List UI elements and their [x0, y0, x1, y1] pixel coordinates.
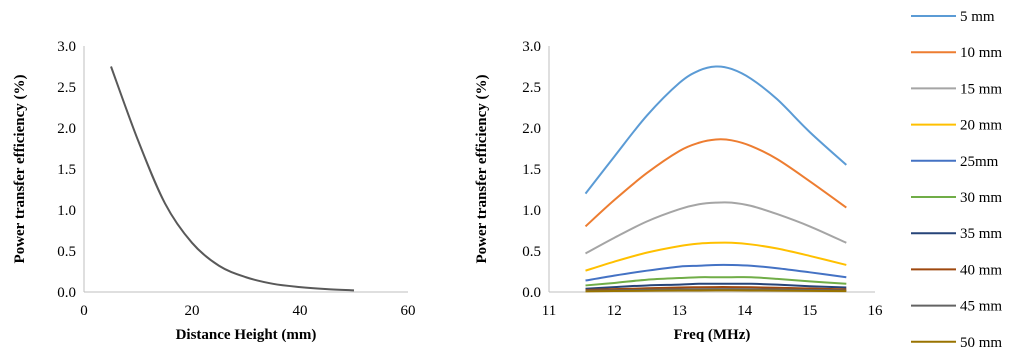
legend-item: 30 mm	[911, 190, 1002, 206]
series-line-7	[585, 282, 847, 290]
series-line-10	[585, 289, 847, 293]
y-tick-label: 0.5	[57, 244, 76, 260]
legend-item: 45 mm	[911, 299, 1002, 315]
legend-item: 25mm	[911, 154, 999, 170]
x-tick-label: 16	[868, 303, 884, 319]
y-tick-label: 1.0	[522, 203, 541, 219]
legend-item: 20 mm	[911, 118, 1002, 134]
y-axis-title: Power transfer efficiency (%)	[474, 75, 490, 264]
legend-item: 40 mm	[911, 262, 1002, 278]
legend-label: 5 mm	[960, 9, 995, 25]
series-line-2	[584, 138, 847, 228]
x-tick-label: 15	[802, 303, 817, 319]
series-line-4	[585, 241, 847, 272]
legend-item: 35 mm	[911, 226, 1002, 242]
y-tick-label: 1.5	[57, 162, 76, 178]
series-line-5	[585, 263, 847, 282]
legend: 5 mm 10 mm 15 mm 20 mm 25mm 30 mm 35 mm 40 mm 45…	[911, 9, 1002, 351]
y-tick-label: 2.5	[522, 80, 541, 96]
legend-label: 30 mm	[960, 190, 1002, 206]
x-tick-label: 14	[737, 303, 753, 319]
legend-label: 50 mm	[960, 335, 1002, 351]
distance-efficiency-chart: 0.0 0.5 1.0 1.5 2.0 2.5 3.0 0 20 40 60 Distance Hei…	[12, 39, 416, 343]
y-tick-label: 2.0	[522, 121, 541, 137]
legend-label: 15 mm	[960, 81, 1002, 97]
frequency-efficiency-chart: 0.0 0.5 1.0 1.5 2.0 2.5 3.0 11 12 13 14 15 16 Freq (M…	[474, 39, 883, 343]
x-tick-label: 13	[672, 303, 687, 319]
series-line-distance	[110, 66, 355, 292]
y-tick-label: 3.0	[522, 39, 541, 55]
series-line-8	[585, 286, 847, 291]
y-tick-label: 3.0	[57, 39, 76, 55]
legend-label: 40 mm	[960, 262, 1002, 278]
y-axis-title: Power transfer efficiency (%)	[12, 75, 28, 264]
y-tick-label: 0.0	[57, 285, 76, 301]
legend-item: 5 mm	[911, 9, 995, 25]
y-tick-label: 1.5	[522, 162, 541, 178]
x-tick-label: 40	[293, 303, 308, 319]
series-line-3	[585, 201, 847, 255]
y-tick-label: 0.0	[522, 285, 541, 301]
y-tick-label: 2.5	[57, 80, 76, 96]
x-axis-title: Distance Height (mm)	[176, 327, 317, 343]
x-tick-label: 11	[542, 303, 556, 319]
legend-label: 35 mm	[960, 226, 1002, 242]
legend-label: 45 mm	[960, 299, 1002, 315]
legend-label: 20 mm	[960, 118, 1002, 134]
series-line-1	[584, 65, 847, 195]
legend-label: 25mm	[960, 154, 999, 170]
y-tick-label: 2.0	[57, 121, 76, 137]
legend-item: 50 mm	[911, 335, 1002, 351]
legend-item: 15 mm	[911, 81, 1002, 97]
x-tick-label: 20	[185, 303, 200, 319]
x-tick-label: 0	[80, 303, 88, 319]
legend-label: 10 mm	[960, 45, 1002, 61]
series-line-6	[585, 276, 847, 287]
legend-item: 10 mm	[911, 45, 1002, 61]
x-axis-title: Freq (MHz)	[674, 327, 751, 343]
y-tick-label: 1.0	[57, 203, 76, 219]
x-tick-label: 12	[607, 303, 622, 319]
y-tick-label: 0.5	[522, 244, 541, 260]
x-tick-label: 60	[401, 303, 416, 319]
